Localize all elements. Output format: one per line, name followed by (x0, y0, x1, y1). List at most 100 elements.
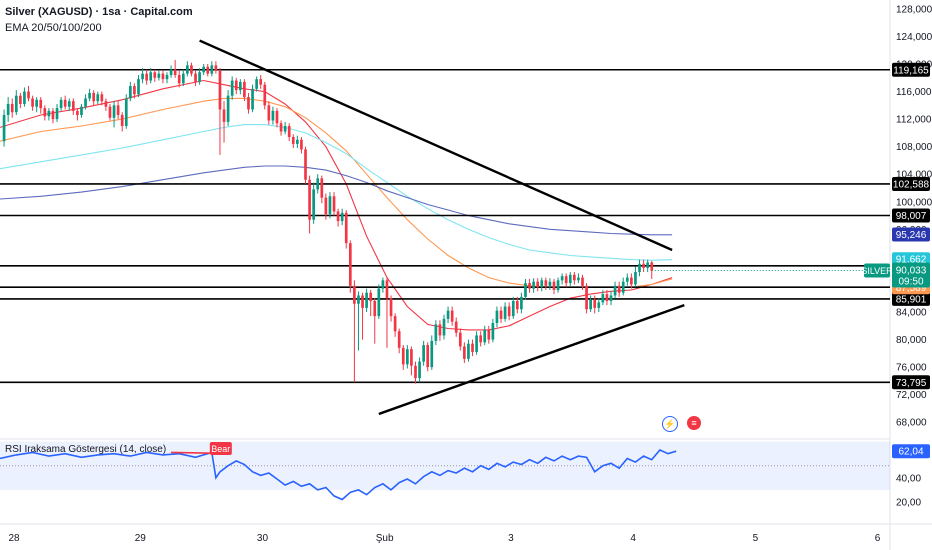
candle (536, 278, 540, 292)
level-badge-text: 73,795 (896, 378, 927, 389)
candle (173, 59, 177, 78)
candle-body (650, 262, 654, 271)
candle (613, 281, 617, 299)
candle-body (153, 72, 157, 78)
candle-body (149, 72, 153, 81)
candle-body (80, 106, 83, 115)
candle-body (279, 123, 283, 132)
indicator-price-badge-text: 95,246 (896, 230, 927, 241)
candle (149, 68, 153, 84)
candle (304, 146, 307, 184)
price-tick-label: 84,000 (896, 308, 927, 319)
candle (483, 325, 487, 346)
candle (161, 70, 165, 84)
candle-body (202, 66, 206, 73)
candle-body (283, 126, 287, 132)
candle-body (145, 73, 148, 81)
candle (137, 75, 140, 98)
candle-body (6, 103, 10, 115)
flash-icon[interactable]: ⚡ (662, 416, 678, 432)
candle (593, 295, 597, 314)
candle-body (353, 285, 356, 304)
candle-body (446, 310, 450, 319)
ema-line (0, 97, 673, 288)
level-badge-bg (892, 291, 930, 306)
candle (243, 79, 246, 102)
candle (210, 61, 214, 77)
candle-body (55, 108, 59, 120)
candle (414, 361, 417, 384)
candle (389, 295, 393, 322)
candle (222, 101, 226, 143)
candle-body (308, 179, 311, 220)
candle (393, 313, 397, 337)
candle (206, 64, 210, 77)
candle-body (181, 73, 185, 84)
candle (503, 302, 507, 322)
candle-body (129, 86, 132, 99)
candle-body (157, 73, 161, 78)
candle-body (609, 295, 613, 301)
candle (544, 277, 548, 290)
candle-body (234, 80, 238, 91)
candle (532, 278, 535, 293)
candle (31, 95, 34, 111)
candle (104, 98, 108, 111)
candle-body (259, 79, 263, 85)
candle (230, 76, 234, 100)
candle (67, 98, 71, 111)
candle-body (161, 73, 165, 80)
level-badge: 85,901 (892, 291, 930, 306)
candle (145, 69, 148, 85)
candle (100, 91, 104, 106)
candle (332, 192, 336, 216)
candle-body (35, 99, 39, 107)
candle (194, 70, 197, 87)
candle-body (556, 280, 560, 290)
candle-body (389, 298, 393, 317)
candle-body (133, 86, 136, 95)
candle (556, 277, 560, 293)
candle-body (320, 178, 324, 198)
current-price-value: 90,033 (896, 265, 927, 276)
candle-body (165, 75, 169, 80)
candle-body (381, 280, 385, 289)
candle (133, 83, 136, 99)
candle-body (605, 294, 609, 301)
candle-body (348, 243, 352, 286)
candle-body (247, 97, 250, 110)
candle-body (410, 349, 413, 366)
candle (471, 339, 474, 357)
candle-body (638, 263, 641, 273)
candle-body (344, 212, 348, 244)
us-flag-icon[interactable]: ≡ (687, 416, 701, 430)
candle (450, 306, 454, 326)
candle-body (532, 281, 535, 289)
candle-body (263, 84, 267, 106)
candle (279, 120, 283, 136)
candle (96, 91, 100, 104)
candle-body (88, 92, 91, 99)
candle-body (173, 69, 177, 76)
candle-body (601, 294, 605, 303)
candle (381, 277, 385, 293)
candle-body (568, 274, 572, 284)
indicator-label: EMA 20/50/100/200 (5, 22, 102, 34)
candle (442, 314, 446, 340)
candle (198, 68, 201, 85)
level-badge-bg (892, 176, 930, 191)
candle-body (495, 310, 499, 324)
candle-body (304, 149, 307, 180)
candle-body (332, 196, 336, 212)
candle-body (116, 105, 120, 115)
ema-line (0, 165, 673, 236)
candle (552, 278, 556, 295)
candle-countdown: 09:50 (898, 276, 923, 287)
candle (642, 259, 645, 273)
candle (438, 320, 442, 341)
candle (88, 88, 91, 102)
candle-body (14, 95, 18, 113)
candle-body (340, 212, 344, 222)
candle-body (27, 91, 30, 99)
